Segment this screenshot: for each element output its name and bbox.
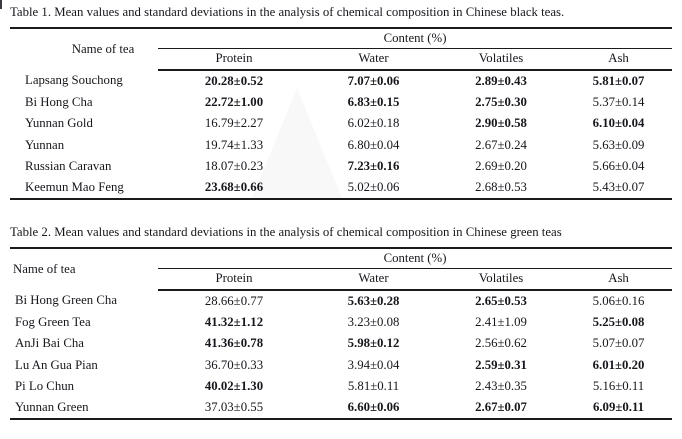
tea-name-cell: Fog Green Tea [15,314,91,329]
value-cell: 23.68±0.66 [204,180,264,195]
name-of-tea-header: Name of tea [13,262,76,276]
name-of-tea-header: Name of tea [71,42,135,56]
green-tea-table: Name of tea Content (%) Protein Water Vola… [10,247,673,420]
value-cell: 5.25±0.08 [592,314,645,329]
column-header-ash: Ash [565,48,673,71]
value-cell: 5.07±0.07 [592,336,645,351]
table-row: AnJi Bai Cha 41.36±0.78 5.98±0.12 2.56±0.62… [10,333,672,355]
value-cell: 2.41±1.09 [475,314,527,329]
value-cell: 5.63±0.28 [347,293,400,308]
value-cell: 5.81±0.11 [347,379,400,394]
tea-name-cell: Lapsang Souchong [25,73,123,88]
table-row: Pi Lo Chun 40.02±1.30 5.81±0.11 2.43±0.35 5.… [10,376,672,398]
value-cell: 5.16±0.11 [592,379,645,394]
value-cell: 6.10±0.04 [592,116,645,131]
scan-edge-artifact [0,0,2,9]
value-cell: 2.59±0.31 [475,357,527,372]
table-row: Yunnan Gold 16.79±2.27 6.02±0.18 2.90±0.58 6… [10,113,672,135]
value-cell: 41.36±0.78 [204,336,264,351]
tea-name-cell: Yunnan Green [15,400,89,415]
value-cell: 2.75±0.30 [475,94,527,109]
value-cell: 22.72±1.00 [204,94,264,109]
value-cell: 2.43±0.35 [475,379,527,394]
tea-name-cell: Lu An Gua Pian [15,357,98,372]
value-cell: 5.06±0.16 [592,293,645,308]
value-cell: 5.37±0.14 [592,94,645,109]
table-row: Lapsang Souchong 20.28±0.52 7.07±0.06 2.89±… [10,70,672,92]
tea-name-cell: Yunnan [25,137,65,152]
value-cell: 41.32±1.12 [204,314,264,329]
value-cell: 40.02±1.30 [204,379,264,394]
value-cell: 36.70±0.33 [204,357,264,372]
value-cell: 5.81±0.07 [592,73,645,88]
value-cell: 2.90±0.58 [475,116,527,131]
column-header-water: Water [310,268,437,291]
table-row: Bi Hong Cha 22.72±1.00 6.83±0.15 2.75±0.30 5… [10,92,672,114]
value-cell: 2.67±0.24 [475,137,527,152]
value-cell: 5.43±0.07 [592,180,645,195]
column-header-water: Water [310,48,437,71]
value-cell: 20.28±0.52 [204,73,264,88]
value-cell: 6.83±0.15 [347,94,400,109]
tea-name-cell: AnJi Bai Cha [15,336,84,351]
value-cell: 6.80±0.04 [347,137,400,152]
table-row: Yunnan Green 37.03±0.55 6.60±0.06 2.67±0.07… [10,398,672,420]
value-cell: 6.02±0.18 [347,116,400,131]
tea-name-cell: Russian Caravan [25,159,112,174]
table-1-caption: Table 1. Mean values and standard deviat… [10,5,565,19]
value-cell: 2.67±0.07 [475,400,527,415]
black-tea-table: Name of tea Content (%) Protein Water Vola… [10,27,673,200]
value-cell: 3.23±0.08 [347,314,400,329]
value-cell: 19.74±1.33 [204,137,264,152]
content-group-header: Content (%) [158,28,673,49]
value-cell: 2.69±0.20 [475,159,527,174]
value-cell: 2.68±0.53 [475,180,527,195]
green-tea-table-section: Table 2. Mean values and standard deviat… [10,224,673,420]
value-cell: 2.56±0.62 [475,336,527,351]
tea-name-cell: Yunnan Gold [25,116,93,131]
value-cell: 18.07±0.23 [204,159,264,174]
value-cell: 2.65±0.53 [475,293,527,308]
value-cell: 5.63±0.09 [592,137,645,152]
table-2-caption: Table 2. Mean values and standard deviat… [10,225,562,239]
column-header-protein: Protein [158,268,310,291]
content-group-header: Content (%) [158,248,673,269]
table-row: Lu An Gua Pian 36.70±0.33 3.94±0.04 2.59±0.… [10,355,672,377]
column-header-protein: Protein [158,48,310,71]
column-header-volatiles: Volatiles [437,48,565,71]
value-cell: 2.89±0.43 [475,73,527,88]
value-cell: 37.03±0.55 [204,400,264,415]
column-header-volatiles: Volatiles [437,268,565,291]
value-cell: 7.23±0.16 [347,159,400,174]
table-row: Bi Hong Green Cha 28.66±0.77 5.63±0.28 2.65… [10,290,672,312]
tea-name-cell: Keemun Mao Feng [25,180,124,195]
value-cell: 6.09±0.11 [592,400,645,415]
tea-name-cell: Pi Lo Chun [15,379,75,394]
value-cell: 6.60±0.06 [347,400,400,415]
tea-name-cell: Bi Hong Green Cha [15,293,118,308]
column-header-ash: Ash [565,268,673,291]
black-tea-table-section: Table 1. Mean values and standard deviat… [10,4,673,200]
value-cell: 3.94±0.04 [347,357,400,372]
value-cell: 7.07±0.06 [347,73,400,88]
value-cell: 5.98±0.12 [347,336,400,351]
value-cell: 16.79±2.27 [204,116,264,131]
tea-name-cell: Bi Hong Cha [25,94,93,109]
table-row: Fog Green Tea 41.32±1.12 3.23±0.08 2.41±1.0… [10,312,672,334]
value-cell: 28.66±0.77 [204,293,264,308]
value-cell: 5.66±0.04 [592,159,645,174]
table-row: Keemun Mao Feng 23.68±0.66 5.02±0.06 2.68±0… [10,178,672,200]
value-cell: 6.01±0.20 [592,357,645,372]
table-row: Russian Caravan 18.07±0.23 7.23±0.16 2.69±0… [10,156,672,178]
table-row: Yunnan 19.74±1.33 6.80±0.04 2.67±0.24 5.63±0… [10,135,672,157]
value-cell: 5.02±0.06 [347,180,400,195]
scan-watermark-artifact [252,88,342,198]
